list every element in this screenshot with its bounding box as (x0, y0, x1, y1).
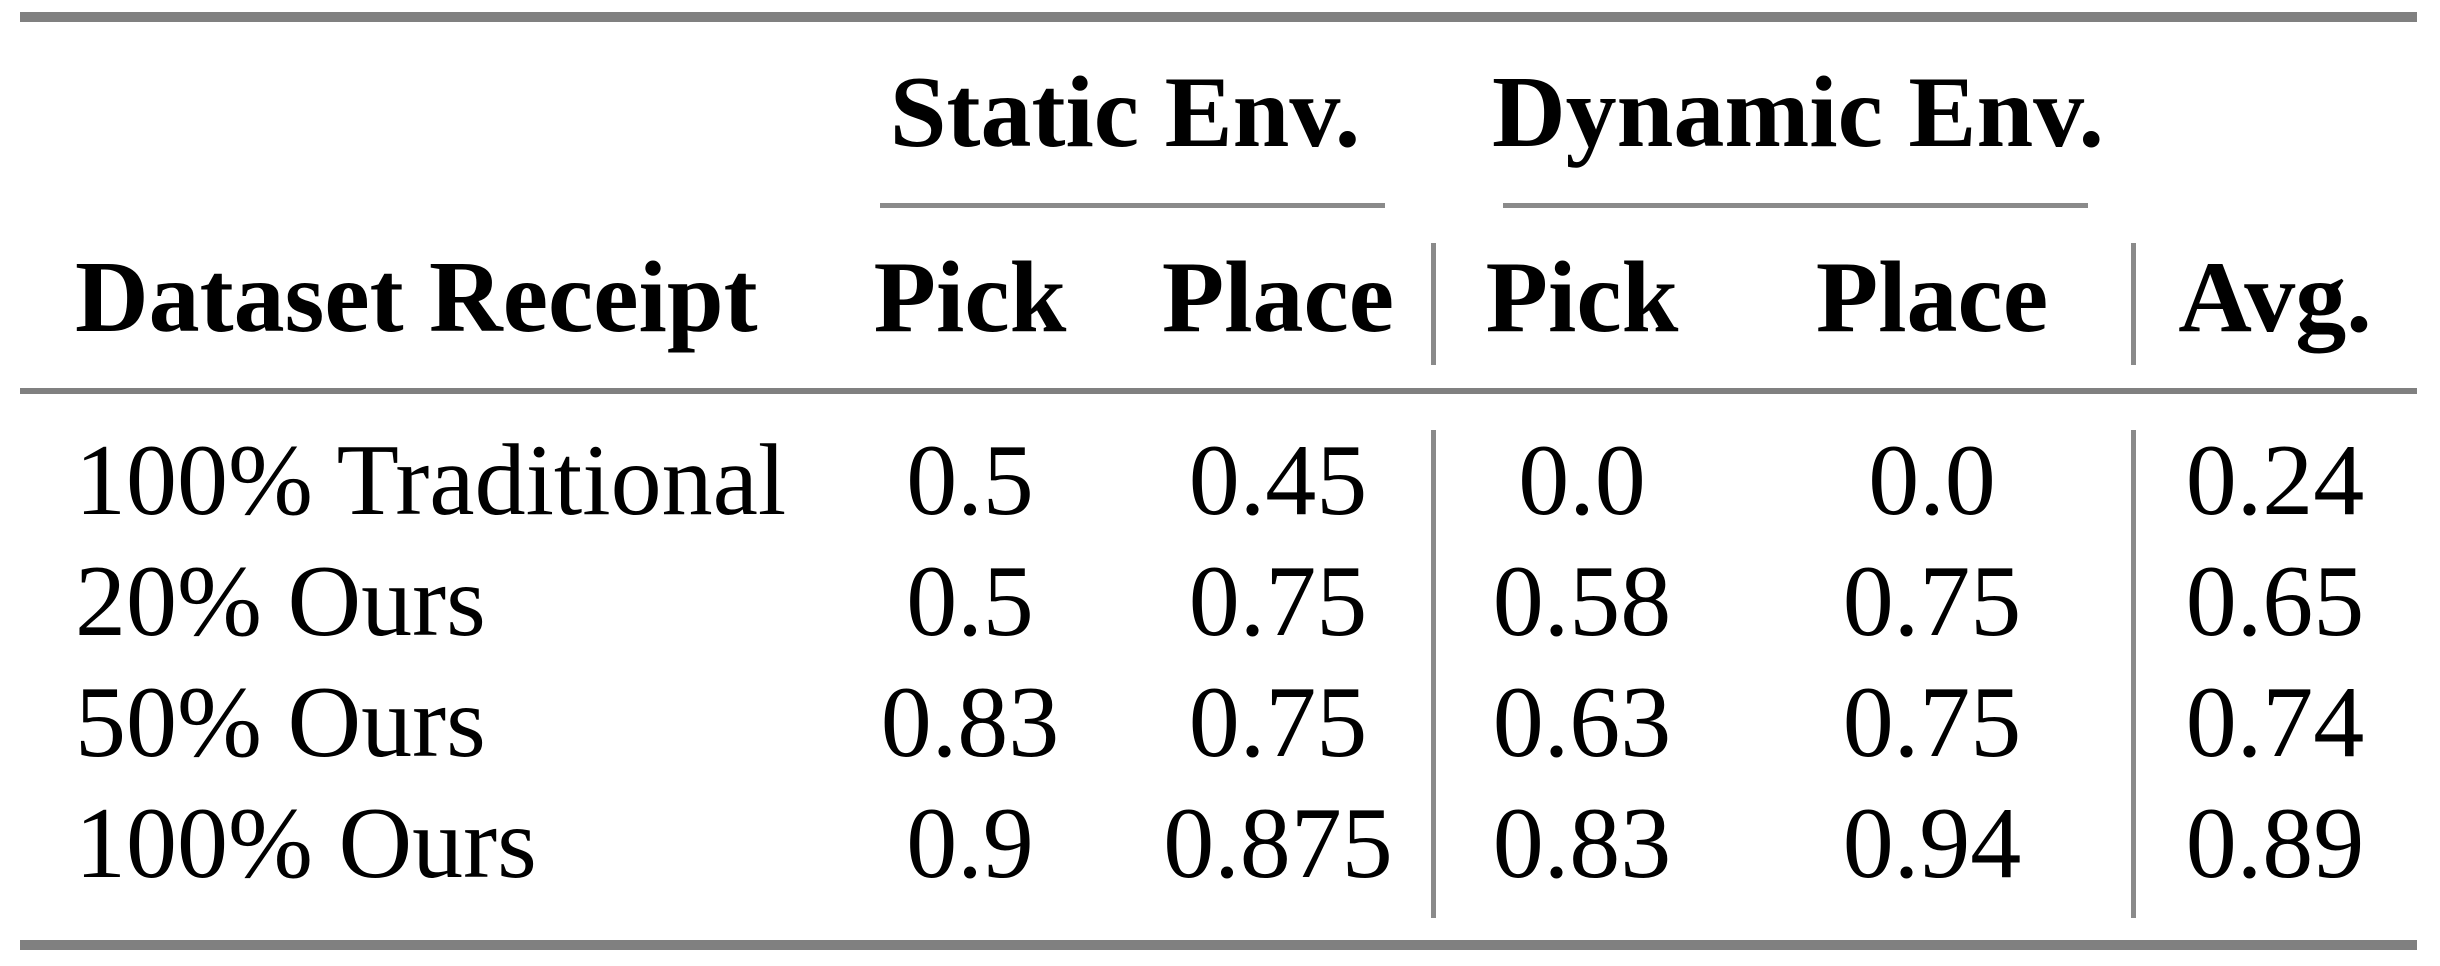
column-header-static-place: Place (1161, 241, 1395, 354)
vertical-rule-avg-body (2131, 430, 2136, 918)
group-header-static-env: Static Env. (889, 55, 1361, 169)
column-header-dataset-receipt: Dataset Receipt (75, 241, 758, 354)
cell-dynamic-pick: 0.63 (1492, 665, 1672, 779)
column-header-row: Dataset Receipt Pick Place Pick Place Av… (20, 208, 2417, 388)
vertical-rule-static-dynamic-body (1431, 430, 1436, 918)
cell-dynamic-place: 0.75 (1842, 544, 2022, 658)
table-row-50-ours: 50% Ours 0.83 0.75 0.63 0.75 0.74 (20, 662, 2417, 783)
column-header-dynamic-pick: Pick (1485, 241, 1679, 354)
row-label: 50% Ours (75, 665, 486, 779)
group-header-row: Static Env. Dynamic Env. (20, 22, 2417, 203)
dynamic-env-cmidrule (1503, 203, 2089, 208)
column-header-avg: Avg. (2178, 241, 2372, 354)
cell-static-place: 0.75 (1188, 665, 1368, 779)
vertical-rule-static-dynamic-header (1431, 243, 1436, 365)
cell-static-pick: 0.9 (906, 786, 1034, 900)
cell-avg: 0.74 (2185, 665, 2365, 779)
cell-avg: 0.65 (2185, 544, 2365, 658)
column-header-dynamic-place: Place (1815, 241, 2049, 354)
cell-static-place: 0.45 (1188, 423, 1368, 537)
table-row-100-ours: 100% Ours 0.9 0.875 0.83 0.94 0.89 (20, 783, 2417, 940)
midrule-row (20, 388, 2418, 394)
row-label: 20% Ours (75, 544, 486, 658)
table-row-100-traditional: 100% Traditional 0.5 0.45 0.0 0.0 0.24 (20, 394, 2417, 541)
group-header-dynamic-env: Dynamic Env. (1491, 55, 2105, 169)
mid-rule (20, 388, 2418, 394)
row-label: 100% Traditional (75, 423, 787, 537)
row-label: 100% Ours (75, 786, 537, 900)
cmidrule-row (20, 203, 2417, 208)
static-env-cmidrule (880, 203, 1385, 208)
cell-dynamic-pick: 0.0 (1518, 423, 1646, 537)
results-table: Static Env. Dynamic Env. Dataset Receipt… (20, 22, 2418, 940)
cell-dynamic-place: 0.0 (1868, 423, 1996, 537)
vertical-rule-avg-header (2131, 243, 2136, 365)
group-header-spacer (20, 22, 817, 203)
cell-static-pick: 0.83 (880, 665, 1060, 779)
cell-static-place: 0.75 (1188, 544, 1368, 658)
cell-avg: 0.24 (2185, 423, 2365, 537)
cell-static-place: 0.875 (1163, 786, 1393, 900)
cell-dynamic-place: 0.94 (1842, 786, 2022, 900)
cell-static-pick: 0.5 (906, 544, 1034, 658)
group-header-avg-spacer (2133, 22, 2417, 203)
cell-dynamic-place: 0.75 (1842, 665, 2022, 779)
table-row-20-ours: 20% Ours 0.5 0.75 0.58 0.75 0.65 (20, 541, 2417, 662)
cell-avg: 0.89 (2185, 786, 2365, 900)
cell-dynamic-pick: 0.83 (1492, 786, 1672, 900)
cell-static-pick: 0.5 (906, 423, 1034, 537)
bottom-rule (20, 940, 2417, 950)
column-header-static-pick: Pick (873, 241, 1067, 354)
top-rule (20, 12, 2417, 22)
cell-dynamic-pick: 0.58 (1492, 544, 1672, 658)
